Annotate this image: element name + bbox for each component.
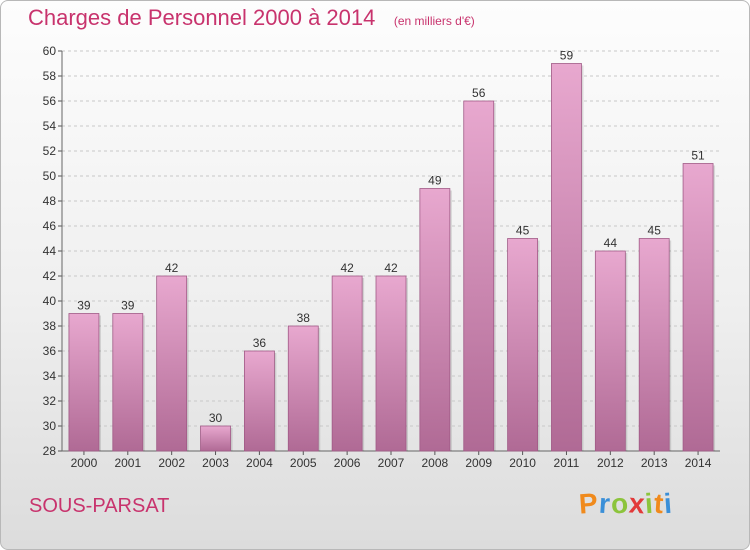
y-tick-label: 58 [43,69,57,83]
data-label: 59 [560,49,574,63]
title-block: Charges de Personnel 2000 à 2014 (en mil… [28,5,475,31]
bar-2011 [551,63,582,452]
y-tick-label: 32 [43,394,57,408]
bar-2014 [682,163,714,452]
bar-2009 [463,100,495,452]
commune-name: SOUS-PARSAT [29,495,170,517]
logo-letter: o [609,487,630,520]
data-label: 45 [516,224,530,238]
y-tick-label: 54 [43,119,57,133]
x-tick-label: 2014 [685,456,712,470]
y-tick-label: 46 [43,219,57,233]
bar-2000 [68,313,100,452]
x-tick-label: 2000 [71,456,98,470]
x-tick-label: 2009 [465,456,492,470]
x-tick-label: 2011 [554,456,580,470]
data-label: 44 [604,236,618,250]
x-tick-label: 2004 [246,456,273,470]
data-label: 42 [340,261,354,275]
y-tick-label: 48 [43,194,57,208]
data-label: 36 [253,336,267,350]
bar-2001 [112,313,144,452]
y-tick-label: 50 [43,169,57,183]
unit-label: (en milliers d'€) [393,14,475,28]
bars [68,63,716,452]
data-label: 38 [297,311,311,325]
data-labels: 39 39 42 30 36 38 42 42 49 56 45 59 44 45 51 [77,49,705,426]
y-tick-label: 42 [43,269,57,283]
y-tick-label: 38 [43,319,57,333]
bar-2006 [331,275,363,452]
y-tick-label: 34 [43,369,57,383]
data-label: 45 [648,224,662,238]
x-tick-label: 2008 [422,456,449,470]
bar-2002 [156,275,188,452]
bar-2013 [638,238,670,452]
y-tick-label: 56 [43,94,57,108]
bar-2007 [375,275,407,452]
data-label: 42 [384,261,398,275]
data-label: 39 [121,299,135,313]
x-tick-label: 2012 [597,456,624,470]
bar-2004 [243,350,275,452]
bar-2003 [200,425,231,452]
x-tick-label: 2005 [290,456,317,470]
data-label: 49 [428,174,442,188]
y-tick-label: 28 [43,444,57,458]
x-tick-label: 2007 [378,456,405,470]
data-label: 30 [209,411,223,425]
data-label: 51 [691,149,705,163]
x-tick-label: 2002 [158,456,185,470]
proxiti-logo: Proxiti [577,487,675,520]
y-tick-label: 52 [43,144,57,158]
logo-letter: i [663,487,675,520]
data-label: 42 [165,261,179,275]
y-tick-label: 60 [43,44,57,58]
bar-2012 [594,250,626,452]
bar-2005 [287,325,319,452]
x-tick-label: 2003 [202,456,229,470]
x-tick-label: 2013 [641,456,668,470]
y-tick-label: 40 [43,294,57,308]
y-tick-label: 36 [43,344,57,358]
bar-2008 [419,188,451,452]
data-label: 39 [77,299,91,313]
logo-letter: P [577,487,600,520]
x-tick-label: 2001 [114,456,141,470]
bar-2010 [507,238,539,452]
chart-title: Charges de Personnel 2000 à 2014 [28,5,376,30]
axes: 28 30 32 34 36 38 40 42 44 46 48 50 52 54 56 58 60 2000 20… [43,44,720,470]
data-label: 56 [472,86,486,100]
y-tick-label: 44 [43,244,57,258]
x-tick-label: 2010 [509,456,536,470]
y-tick-label: 30 [43,419,57,433]
x-tick-label: 2006 [334,456,361,470]
